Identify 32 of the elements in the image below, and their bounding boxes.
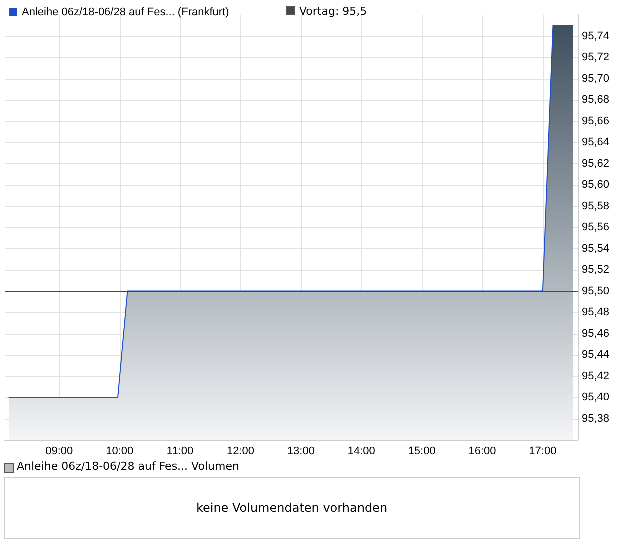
y-tick-label: 95,46 (582, 328, 610, 340)
y-tick-label: 95,66 (582, 115, 610, 128)
y-tick-label: 95,48 (582, 306, 610, 318)
y-tick-label: 95,74 (582, 30, 610, 42)
y-tick-label: 95,42 (582, 370, 610, 382)
y-tick-label: 95,56 (582, 222, 610, 234)
y-tick-label: 95,72 (582, 52, 610, 64)
y-tick-label: 95,38 (582, 412, 610, 425)
y-tick-label: 95,68 (582, 94, 610, 106)
x-tick-label: 12:00 (226, 446, 254, 458)
text: Anleihe 06z/18-06/28 auf Fes... Volumen (17, 460, 240, 473)
x-tick-label: 16:00 (468, 446, 496, 458)
x-tick-label: 11:00 (166, 446, 194, 458)
y-tick-label: 95,64 (582, 136, 610, 148)
x-tick-label: 13:00 (287, 446, 315, 458)
x-tick-label: 10:00 (106, 446, 134, 458)
y-tick-label: 95,50 (582, 285, 610, 298)
y-tick-label: 95,44 (582, 349, 610, 361)
x-tick-label: 09:00 (46, 446, 74, 458)
y-tick-label: 95,54 (582, 242, 610, 255)
text: keine Volumendaten vorhanden (4, 477, 580, 539)
legend-label: Anleihe 06z/18-06/28 auf Fes... (Frankfurt) (22, 6, 230, 18)
x-tick-label: 14:00 (348, 446, 376, 458)
x-tick-label: 17:00 (529, 446, 557, 458)
y-tick-label: 95,40 (582, 392, 610, 404)
y-tick-label: 95,60 (582, 179, 610, 191)
y-tick-label: 95,70 (582, 72, 610, 85)
y-tick-label: 95,58 (582, 200, 610, 212)
y-tick-label: 95,52 (582, 264, 610, 276)
x-tick-label: 15:00 (408, 446, 436, 458)
y-tick-label: 95,62 (582, 158, 610, 170)
legend-label: Vortag: 95,5 (300, 5, 368, 18)
